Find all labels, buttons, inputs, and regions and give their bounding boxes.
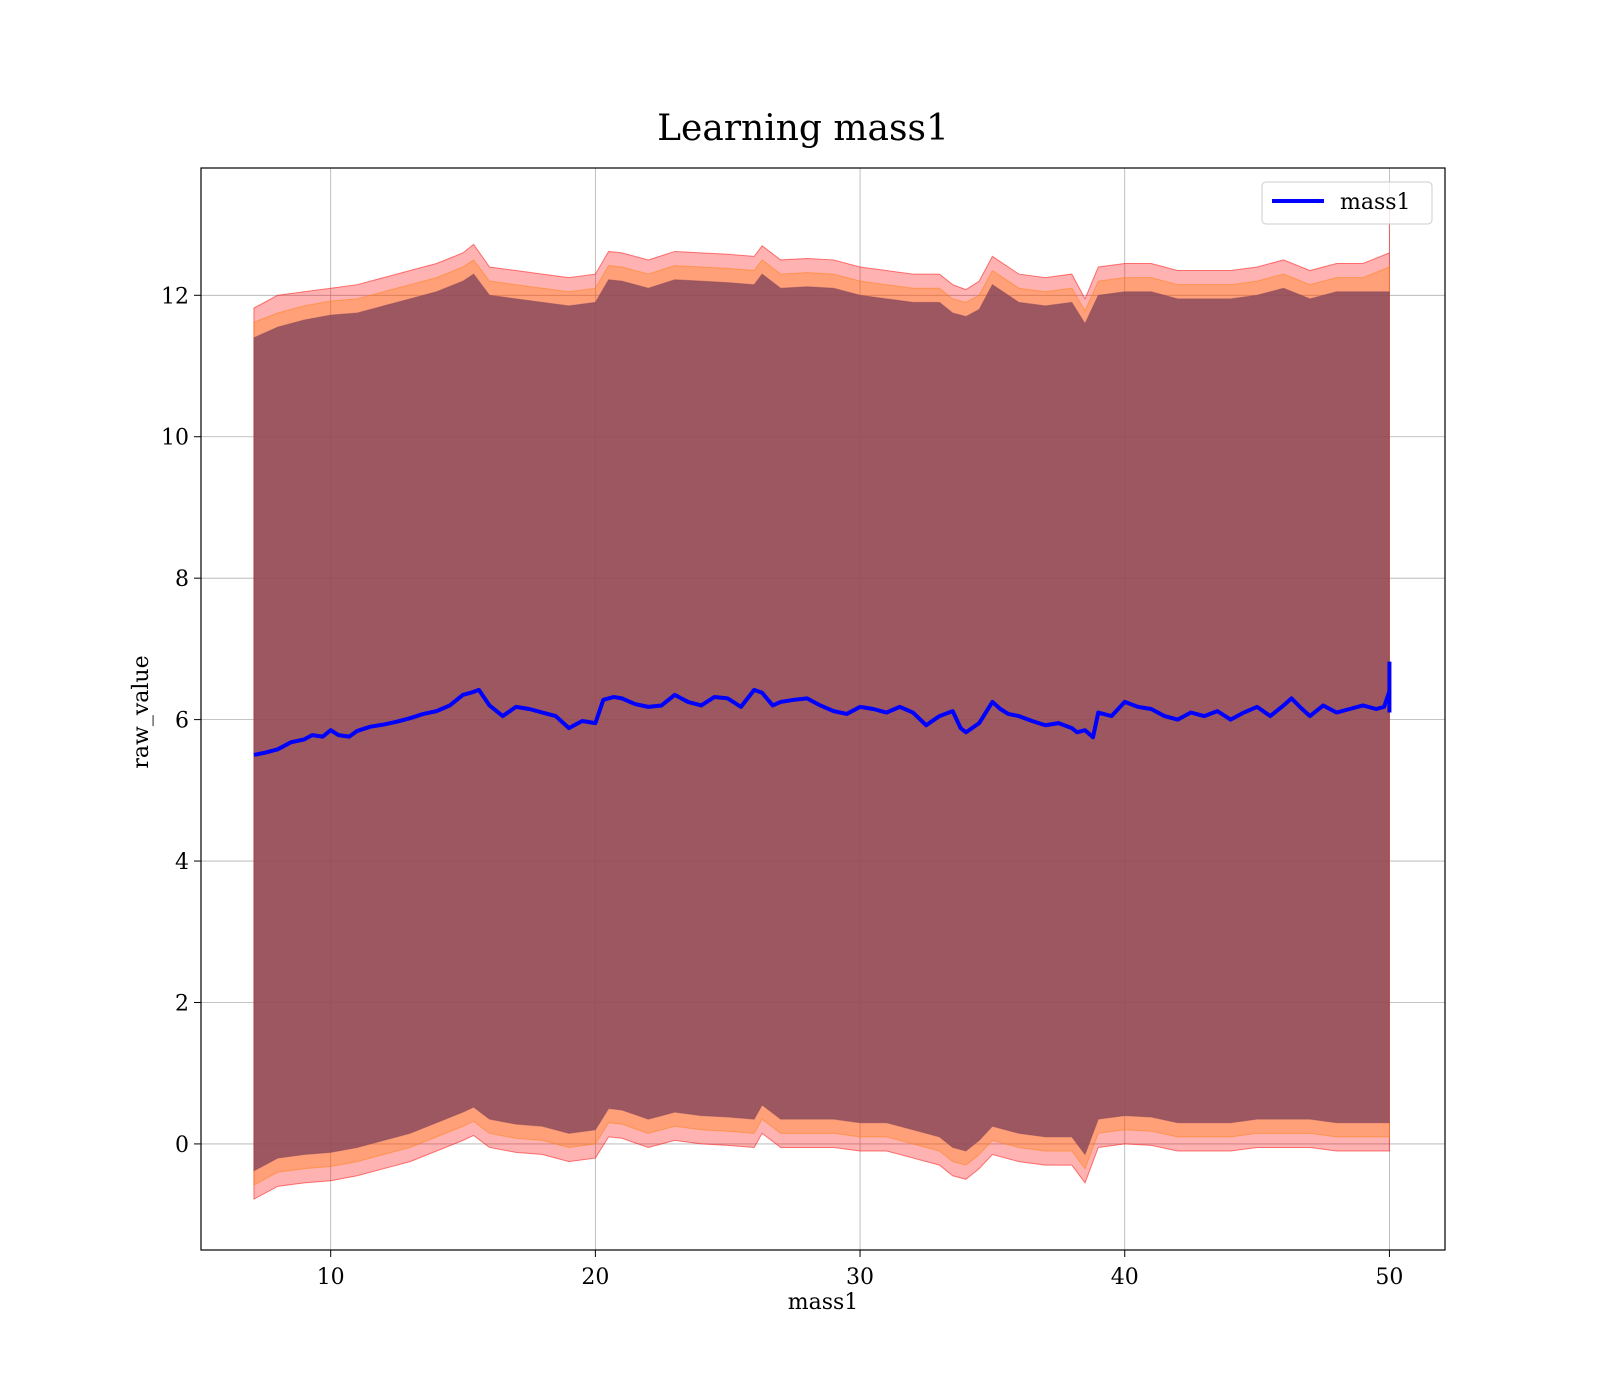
x-tick-label: 10: [317, 1265, 345, 1290]
y-tick-label: 0: [175, 1133, 189, 1158]
x-axis-label: mass1: [788, 1290, 859, 1315]
y-axis-label: raw_value: [129, 655, 154, 768]
y-tick-label: 2: [175, 991, 189, 1016]
confidence-bands: [253, 210, 1390, 1200]
x-tick-label: 40: [1111, 1265, 1139, 1290]
band-3: [253, 273, 1390, 1172]
series-lines: [253, 661, 1392, 757]
legend-box: [1261, 181, 1433, 225]
y-tick-label: 4: [175, 850, 189, 875]
x-tick-label: 50: [1375, 1265, 1403, 1290]
y-tick-label: 8: [175, 567, 189, 592]
legend: mass1: [1261, 181, 1433, 225]
chart-title: Learning mass1: [657, 108, 949, 149]
line-mass1: [253, 687, 1392, 757]
plot-frame: [200, 167, 1446, 1251]
y-tick-label: 6: [175, 709, 189, 734]
y-axis-ticks: 0 2 4 6 8 10 12: [161, 284, 201, 1158]
legend-label: mass1: [1340, 190, 1411, 215]
y-tick-label: 12: [161, 284, 189, 309]
x-axis-ticks: 10 20 30 40 50: [317, 1250, 1403, 1290]
x-tick-label: 30: [846, 1265, 874, 1290]
x-tick-label: 20: [581, 1265, 609, 1290]
y-tick-label: 10: [161, 426, 189, 451]
